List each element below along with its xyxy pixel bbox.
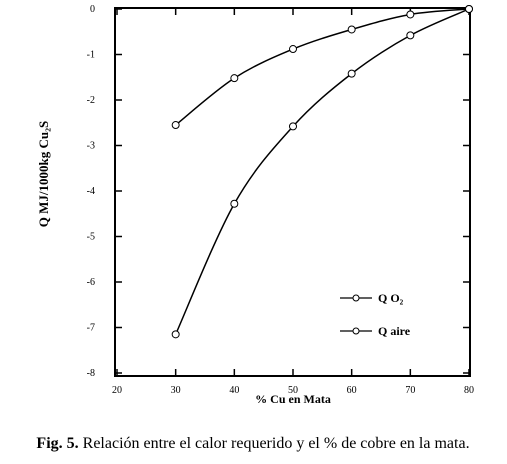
x-tick-label: 40 xyxy=(229,385,239,396)
data-point xyxy=(171,121,180,130)
data-point xyxy=(406,10,415,19)
caption-label: Fig. 5. xyxy=(36,435,78,452)
data-point xyxy=(230,199,239,208)
data-point xyxy=(289,45,297,54)
data-point xyxy=(465,5,473,13)
x-axis-label: % Cu en Mata xyxy=(255,392,331,406)
legend-label: Q aire xyxy=(378,324,411,338)
y-tick-label: -5 xyxy=(87,232,95,243)
series-line xyxy=(174,8,470,335)
data-point xyxy=(289,122,297,131)
plot-frame xyxy=(114,7,471,377)
x-tick-label: 20 xyxy=(112,385,122,396)
data-point xyxy=(171,330,180,339)
x-tick-label: 80 xyxy=(464,385,474,396)
y-tick-label: -2 xyxy=(87,95,95,106)
data-point xyxy=(230,74,239,83)
y-tick-label: -7 xyxy=(87,323,95,334)
caption: Fig. 5. Relación entre el calor requerid… xyxy=(36,435,469,452)
legend-marker xyxy=(352,294,360,302)
y-tick-label: -8 xyxy=(87,368,95,379)
y-tick-label: -1 xyxy=(87,50,95,61)
y-tick-label: -4 xyxy=(87,186,95,197)
y-axis-label: Q MJ/1000kg Cu₂S xyxy=(36,121,51,227)
data-point xyxy=(347,25,356,34)
legend-marker xyxy=(352,327,360,335)
y-tick-label: -3 xyxy=(87,141,95,152)
data-point xyxy=(347,69,356,78)
data-point xyxy=(406,31,415,40)
y-tick-label: 0 xyxy=(90,4,95,15)
x-tick-label: 60 xyxy=(347,385,357,396)
caption-text: Relación entre el calor requerido y el %… xyxy=(83,435,470,452)
y-tick-label: -6 xyxy=(87,277,95,288)
legend-label: Q O₂ xyxy=(378,291,404,305)
x-tick-label: 50 xyxy=(288,385,298,396)
x-tick-label: 30 xyxy=(171,385,181,396)
x-tick-label: 70 xyxy=(405,385,415,396)
series-line xyxy=(175,8,470,126)
